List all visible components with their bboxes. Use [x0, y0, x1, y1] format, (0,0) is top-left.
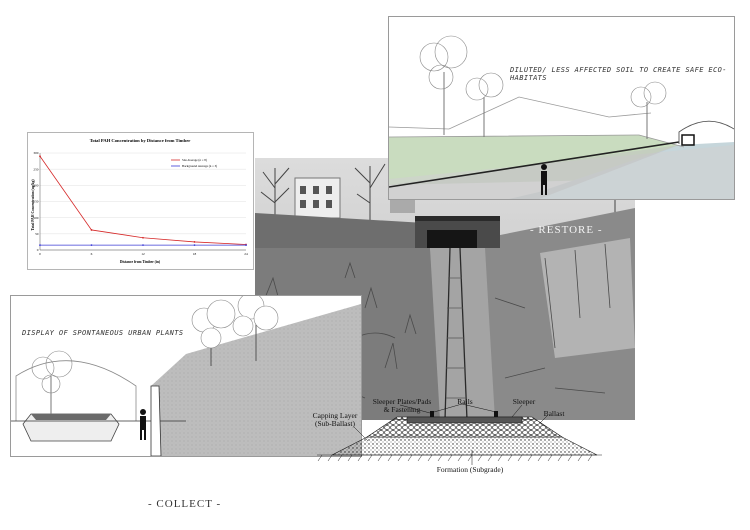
data-point — [193, 244, 196, 247]
x-tick-label: 12 — [141, 252, 145, 256]
tree-icon — [419, 35, 468, 135]
data-point — [142, 236, 144, 239]
y-tick-label: 100 — [33, 216, 38, 220]
restore-caption: DILUTED/ LESS AFFECTED SOIL TO CREATE SA… — [510, 66, 727, 82]
data-point — [90, 229, 93, 231]
data-point — [39, 244, 41, 247]
person-figure — [541, 164, 547, 195]
label-capping-layer-line1: Capping Layer — [312, 411, 358, 420]
y-tick-label: 150 — [33, 200, 38, 204]
track-layers-drawing — [317, 403, 602, 465]
tree-icon — [232, 296, 279, 361]
x-tick-label: 18 — [193, 252, 197, 256]
tree-icon — [465, 72, 504, 137]
data-point — [245, 244, 247, 247]
collect-caption: DISPLAY OF SPONTANEOUS URBAN PLANTS — [22, 329, 184, 337]
data-point — [193, 241, 196, 243]
track-cross-section: Sleeper Plates/Pads & Fastening Rails Sl… — [312, 395, 612, 475]
label-sub-ballast-line2: (Sub-Ballast) — [315, 419, 355, 428]
y-tick-label: 0 — [37, 248, 39, 252]
label-sleeper: Sleeper — [512, 397, 536, 406]
y-tick-label: 300 — [33, 151, 38, 155]
data-point — [39, 155, 41, 158]
x-tick-label: 6 — [91, 252, 93, 256]
label-sleeper-plates: Sleeper Plates/Pads & Fastening — [352, 398, 452, 414]
label-sleeper-plates-line1: Sleeper Plates/Pads — [372, 397, 432, 406]
data-point — [142, 244, 144, 247]
label-capping-layer: Capping Layer (Sub-Ballast) — [300, 412, 370, 428]
restore-label: - RESTORE - — [530, 224, 603, 236]
x-tick-label: 24 — [244, 252, 248, 256]
y-axis-label: Total PAH Concentration (ug/kg) — [31, 179, 35, 231]
y-tick-label: 250 — [33, 167, 38, 171]
label-fastening-line2: & Fastening — [383, 405, 421, 414]
x-tick-label: 0 — [39, 252, 41, 256]
person-figure — [140, 409, 146, 440]
label-formation: Formation (Subgrade) — [436, 465, 504, 474]
tree-icon — [630, 81, 667, 139]
label-ballast: Ballast — [543, 409, 565, 418]
legend-label: Site Average (n = 8) — [182, 158, 207, 162]
legend-label: Background Average (n = 3) — [182, 164, 217, 168]
collect-section-drawing — [10, 295, 362, 457]
collect-label: - COLLECT - — [148, 498, 222, 510]
tree-icon — [31, 350, 73, 414]
tree-icon — [191, 299, 236, 366]
y-tick-label: 50 — [35, 232, 39, 236]
label-rails: Rails — [457, 397, 473, 406]
data-point — [90, 244, 93, 247]
x-axis-label: Distance from Timber (in) — [120, 260, 161, 264]
y-tick-label: 200 — [33, 184, 38, 188]
chart-title: Total PAH Concentration by Distance from… — [90, 138, 191, 143]
pah-concentration-chart: Total PAH Concentration by Distance from… — [27, 132, 254, 270]
restore-section-drawing — [388, 16, 735, 200]
